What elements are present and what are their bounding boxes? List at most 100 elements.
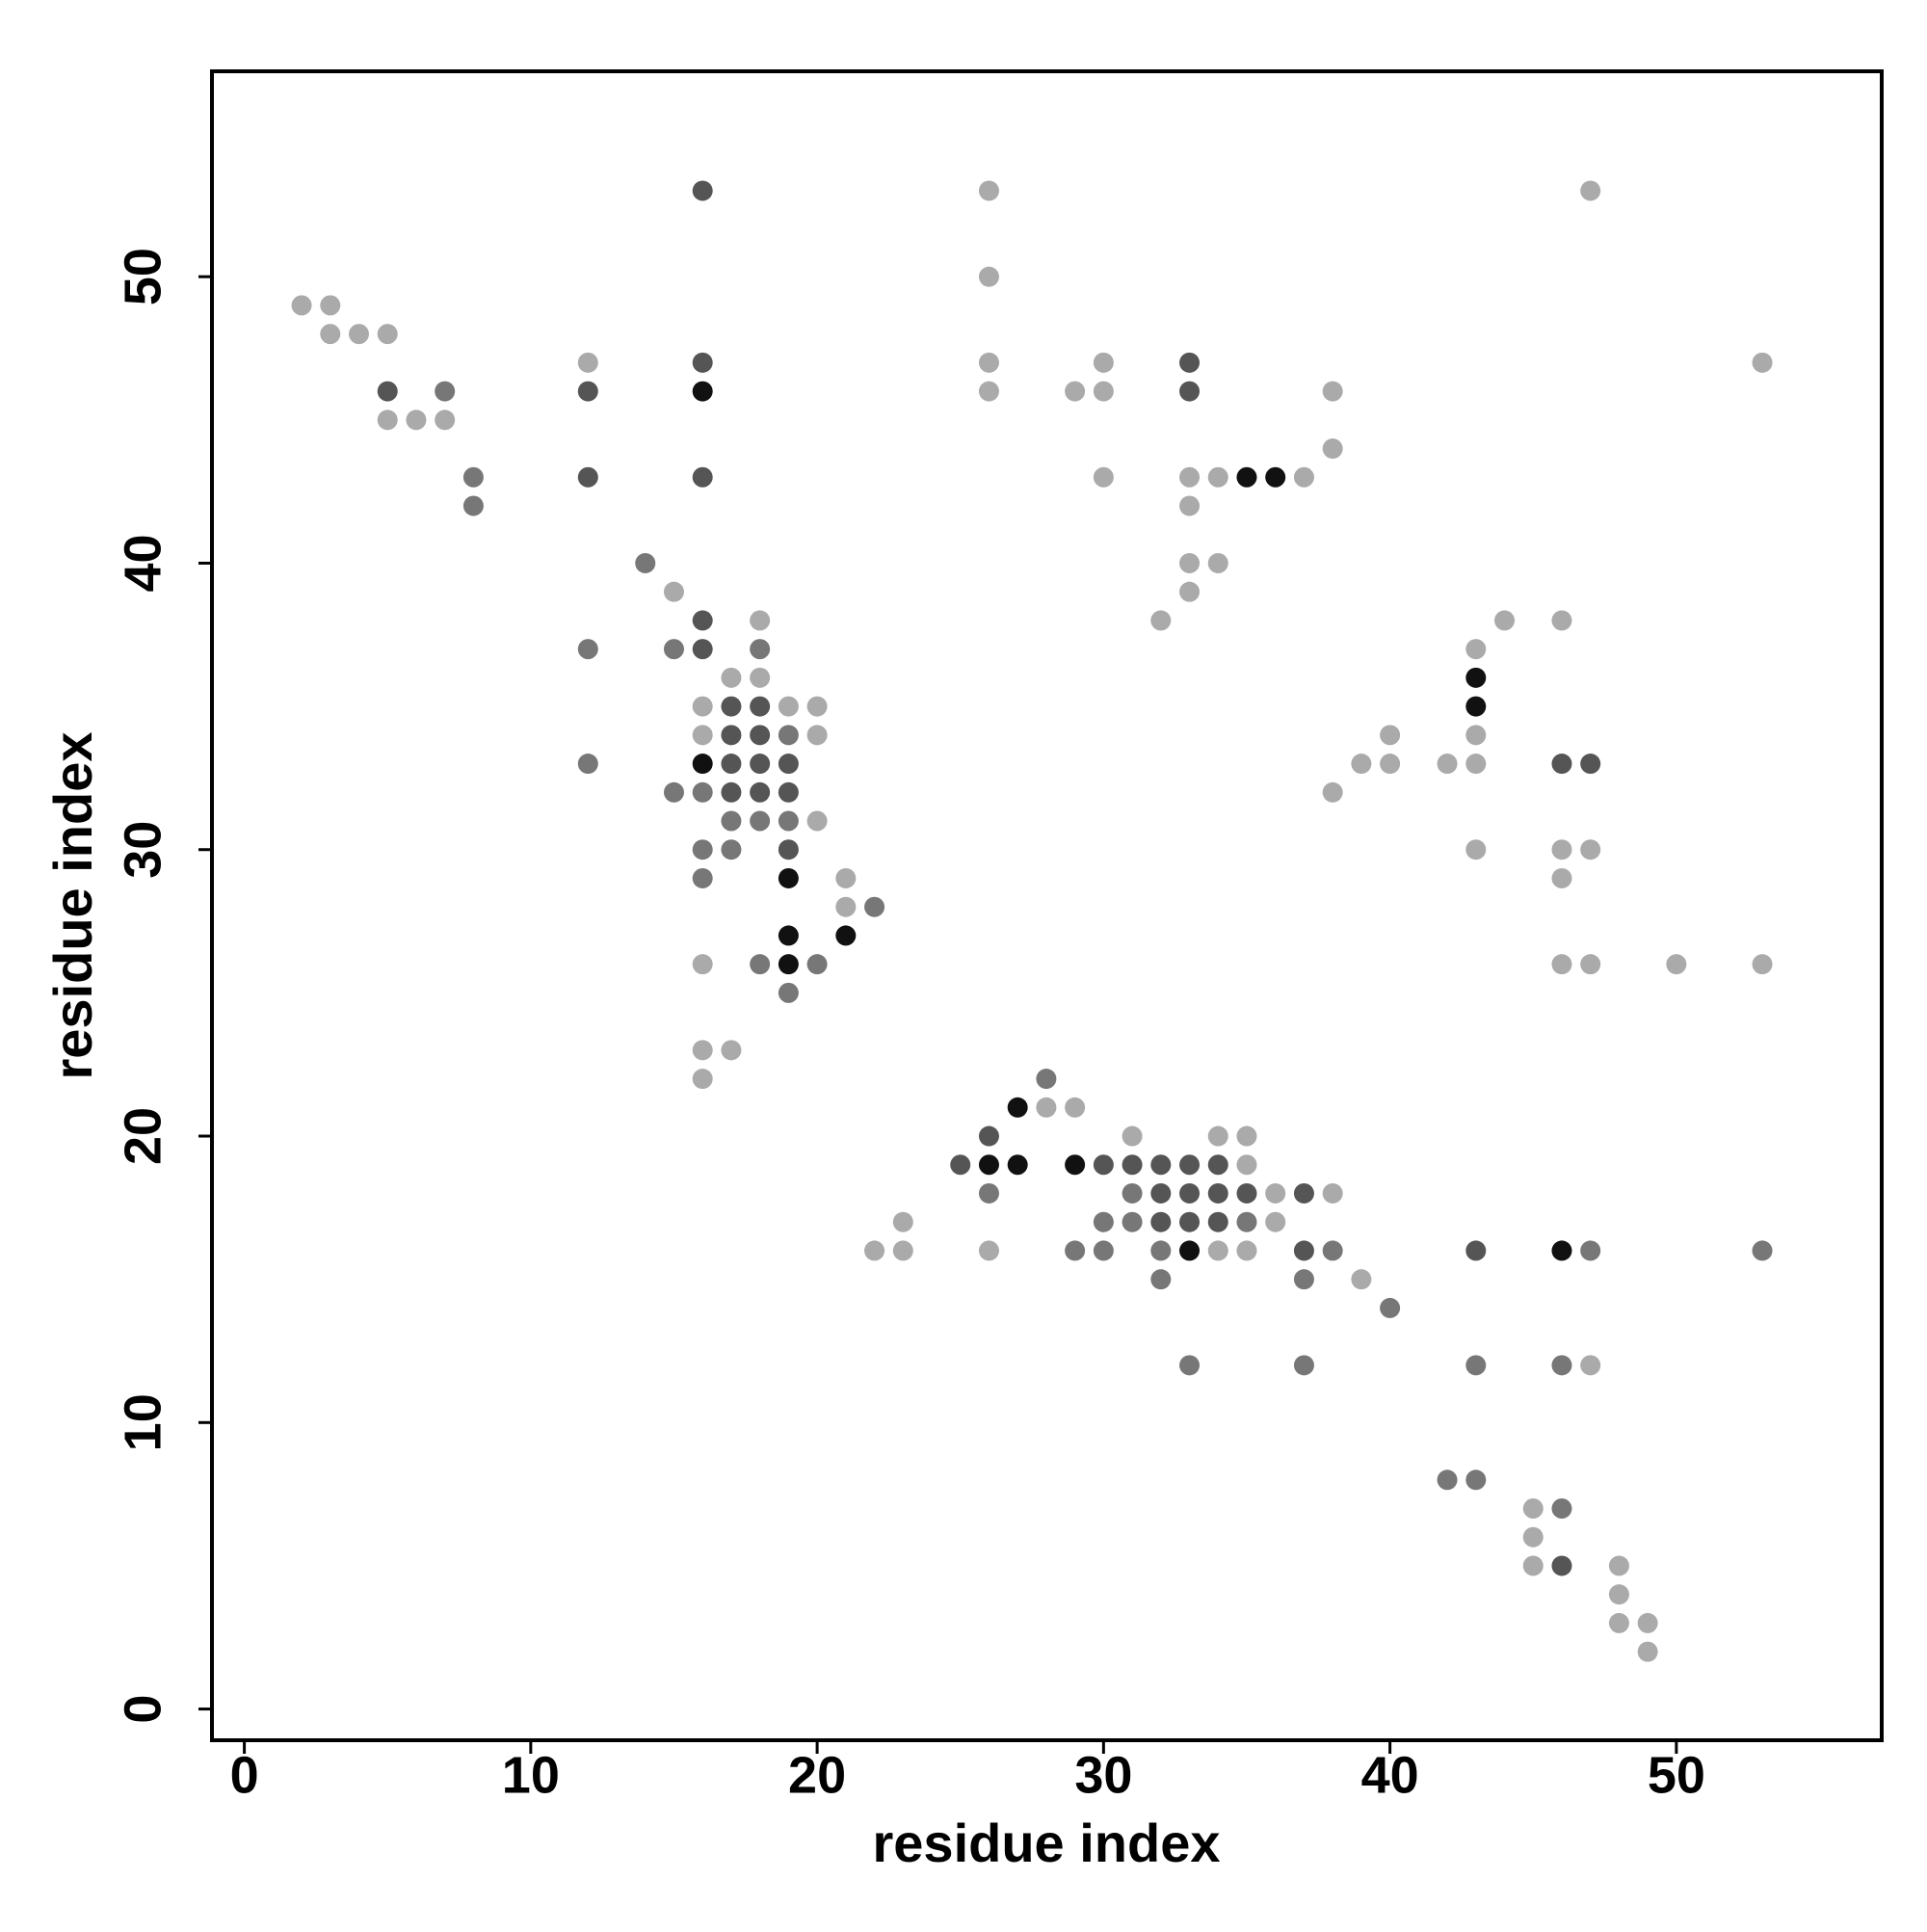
point [750,639,771,660]
point [778,810,799,832]
point [778,696,799,717]
point [1036,1069,1057,1090]
point [806,954,828,975]
point [721,696,742,717]
point [692,639,713,660]
point [1322,1240,1343,1261]
x-tick-label: 0 [230,1746,259,1804]
point [1465,754,1487,775]
point [1207,1154,1228,1176]
point [1093,466,1114,488]
point [1437,1469,1458,1491]
point [1608,1584,1629,1605]
point [778,925,799,946]
point [835,925,857,946]
x-tick-label: 20 [788,1746,846,1804]
point [978,381,999,402]
point [1322,781,1343,803]
point [978,1240,999,1261]
point [778,839,799,860]
point [577,381,598,402]
point [750,954,771,975]
point [377,410,398,431]
point [1522,1497,1544,1519]
point [577,466,598,488]
point [435,410,456,431]
point [835,867,857,888]
point [806,810,828,832]
point [577,639,598,660]
point [1207,1240,1228,1261]
point [1465,1240,1487,1261]
point [1179,495,1201,516]
point [1236,1154,1257,1176]
point [806,725,828,746]
point [835,896,857,917]
x-tick-label: 10 [502,1746,560,1804]
point [1608,1612,1629,1633]
point [1179,1154,1201,1176]
point [721,754,742,775]
point [1122,1125,1143,1147]
point [1122,1211,1143,1232]
point [1293,466,1314,488]
point [1351,754,1372,775]
point [750,610,771,631]
point [1551,610,1572,631]
point [1580,1240,1601,1261]
y-tick-label: 20 [114,1107,172,1165]
point [692,867,713,888]
point [462,495,484,516]
point [1179,552,1201,573]
point [1207,1182,1228,1204]
point [1580,180,1601,201]
point [1207,1211,1228,1232]
point [1207,466,1228,488]
point [1179,381,1201,402]
point [1608,1555,1629,1576]
point [1293,1182,1314,1204]
point [1065,1097,1086,1118]
point [377,381,398,402]
point [1150,1211,1172,1232]
point [348,324,369,345]
point [1150,1269,1172,1290]
point [577,754,598,775]
point [1465,667,1487,688]
point [721,781,742,803]
point [692,352,713,373]
point [692,180,713,201]
point [1465,696,1487,717]
point [778,725,799,746]
point [1437,754,1458,775]
point [1179,1240,1201,1261]
point [978,1125,999,1147]
point [1580,954,1601,975]
point [1551,839,1572,860]
point [377,324,398,345]
point [978,180,999,201]
point [1207,1125,1228,1147]
point [320,324,341,345]
point [1265,1211,1286,1232]
point [1637,1641,1658,1662]
point [1551,1240,1572,1261]
y-tick-label: 50 [114,248,172,305]
point [1752,954,1773,975]
point [1122,1154,1143,1176]
point [1236,1182,1257,1204]
point [750,810,771,832]
point [892,1240,913,1261]
point [692,839,713,860]
point [692,754,713,775]
point [1380,1297,1401,1318]
point [1122,1182,1143,1204]
point [864,1240,885,1261]
point [1179,1182,1201,1204]
point [1293,1269,1314,1290]
point [1093,381,1114,402]
y-tick-label: 40 [114,534,172,592]
plot-frame [210,69,1884,1742]
point [692,466,713,488]
